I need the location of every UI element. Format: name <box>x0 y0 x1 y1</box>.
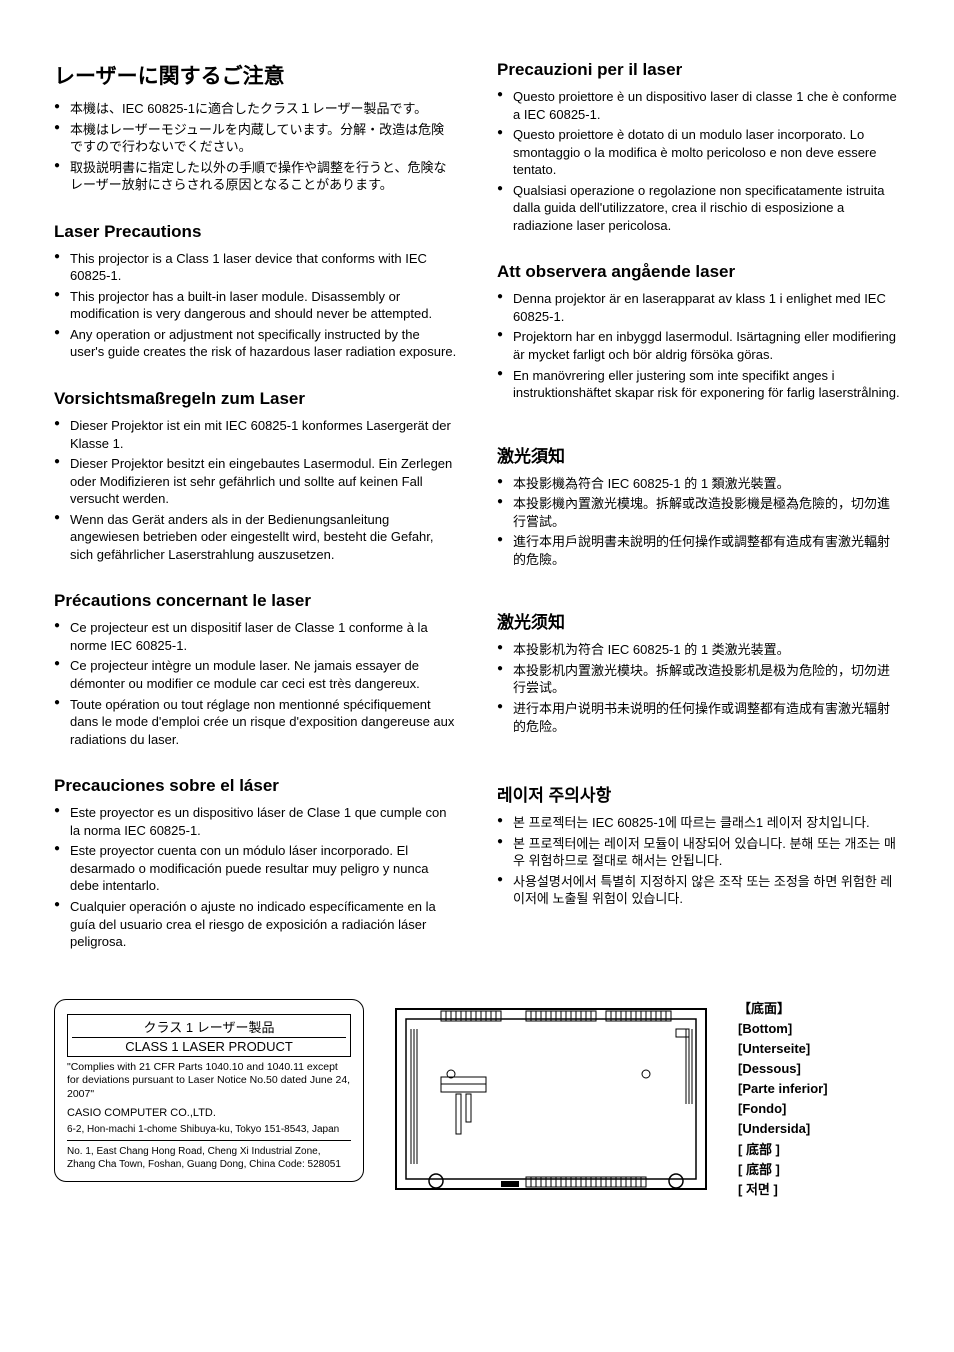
side-label: [Unterseite] <box>738 1039 828 1059</box>
list-item: 進行本用戶說明書未說明的任何操作或調整都有造成有害激光輻射的危險。 <box>497 533 900 568</box>
list-item: 本機は、IEC 60825-1に適合したクラス１レーザー製品です。 <box>54 100 457 118</box>
list-item: Any operation or adjustment not specific… <box>54 326 457 361</box>
section-es: Precauciones sobre el láser Este proyect… <box>54 776 457 950</box>
heading-it: Precauzioni per il laser <box>497 60 900 80</box>
list-item: 본 프로젝터는 IEC 60825-1에 따르는 클래스1 레이저 장치입니다. <box>497 814 900 832</box>
list-item: Qualsiasi operazione o regolazione non s… <box>497 182 900 235</box>
list-item: 取扱説明書に指定した以外の手順で操作や調整を行うと、危険なレーザー放射にさらされ… <box>54 159 457 194</box>
side-labels: 【底面】 [Bottom] [Unterseite] [Dessous] [Pa… <box>738 999 828 1200</box>
list-item: Questo proiettore è dotato di un modulo … <box>497 126 900 179</box>
label-divider <box>67 1140 351 1141</box>
heading-en: Laser Precautions <box>54 222 457 242</box>
list-ko: 본 프로젝터는 IEC 60825-1에 따르는 클래스1 레이저 장치입니다.… <box>497 814 900 908</box>
heading-zhcn: 激光须知 <box>497 608 900 633</box>
bottom-diagram <box>386 999 726 1199</box>
list-item: This projector is a Class 1 laser device… <box>54 250 457 285</box>
list-sv: Denna projektor är en laserapparat av kl… <box>497 290 900 401</box>
list-item: Dieser Projektor ist ein mit IEC 60825-1… <box>54 417 457 452</box>
list-item: Ce projecteur est un dispositif laser de… <box>54 619 457 654</box>
label-address-1: 6-2, Hon-machi 1-chome Shibuya-ku, Tokyo… <box>67 1123 351 1136</box>
side-label: [Dessous] <box>738 1059 828 1079</box>
label-product-class: クラス 1 レーザー製品 CLASS 1 LASER PRODUCT <box>67 1014 351 1057</box>
heading-de: Vorsichtsmaßregeln zum Laser <box>54 389 457 409</box>
label-company: CASIO COMPUTER CO.,LTD. <box>67 1106 351 1120</box>
heading-fr: Précautions concernant le laser <box>54 591 457 611</box>
list-item: Dieser Projektor besitzt ein eingebautes… <box>54 455 457 508</box>
list-item: 本投影機為符合 IEC 60825-1 的 1 類激光裝置。 <box>497 475 900 493</box>
compliance-label: クラス 1 レーザー製品 CLASS 1 LASER PRODUCT "Comp… <box>54 999 364 1182</box>
section-zhtw: 激光須知 本投影機為符合 IEC 60825-1 的 1 類激光裝置。 本投影機… <box>497 442 900 569</box>
list-jp: 本機は、IEC 60825-1に適合したクラス１レーザー製品です。 本機はレーザ… <box>54 100 457 194</box>
heading-ko: 레이저 주의사항 <box>497 781 900 806</box>
list-item: Projektorn har en inbyggd lasermodul. Is… <box>497 328 900 363</box>
list-item: 本投影机为符合 IEC 60825-1 的 1 类激光装置。 <box>497 641 900 659</box>
diagram-wrap: 【底面】 [Bottom] [Unterseite] [Dessous] [Pa… <box>386 999 900 1200</box>
list-item: Wenn das Gerät anders als in der Bedienu… <box>54 511 457 564</box>
section-sv: Att observera angående laser Denna proje… <box>497 262 900 401</box>
list-es: Este proyector es un dispositivo láser d… <box>54 804 457 950</box>
section-fr: Précautions concernant le laser Ce proje… <box>54 591 457 748</box>
side-label: [Undersida] <box>738 1119 828 1139</box>
list-item: 본 프로젝터에는 레이저 모듈이 내장되어 있습니다. 분해 또는 개조는 매우… <box>497 835 900 870</box>
section-jp: レーザーに関するご注意 本機は、IEC 60825-1に適合したクラス１レーザー… <box>54 60 457 194</box>
section-de: Vorsichtsmaßregeln zum Laser Dieser Proj… <box>54 389 457 563</box>
list-zhcn: 本投影机为符合 IEC 60825-1 的 1 类激光装置。 本投影机内置激光模… <box>497 641 900 735</box>
list-item: Toute opération ou tout réglage non ment… <box>54 696 457 749</box>
side-label: [ 底部 ] <box>738 1140 828 1160</box>
side-label: [Fondo] <box>738 1099 828 1119</box>
label-cfr-text: "Complies with 21 CFR Parts 1040.10 and … <box>67 1061 351 1102</box>
content-columns: レーザーに関するご注意 本機は、IEC 60825-1に適合したクラス１レーザー… <box>54 60 900 979</box>
section-zhcn: 激光须知 本投影机为符合 IEC 60825-1 的 1 类激光装置。 本投影机… <box>497 608 900 735</box>
side-label: [ 底部 ] <box>738 1160 828 1180</box>
section-en: Laser Precautions This projector is a Cl… <box>54 222 457 361</box>
section-it: Precauzioni per il laser Questo proietto… <box>497 60 900 234</box>
list-item: 进行本用户说明书未说明的任何操作或调整都有造成有害激光辐射的危险。 <box>497 700 900 735</box>
list-zhtw: 本投影機為符合 IEC 60825-1 的 1 類激光裝置。 本投影機內置激光模… <box>497 475 900 569</box>
heading-jp: レーザーに関するご注意 <box>54 60 457 90</box>
list-item: 本投影机内置激光模块。拆解或改造投影机是极为危险的，切勿进行尝试。 <box>497 662 900 697</box>
list-it: Questo proiettore è un dispositivo laser… <box>497 88 900 234</box>
side-label: 【底面】 <box>738 999 828 1019</box>
list-item: Denna projektor är en laserapparat av kl… <box>497 290 900 325</box>
list-item: Este proyector es un dispositivo láser d… <box>54 804 457 839</box>
section-ko: 레이저 주의사항 본 프로젝터는 IEC 60825-1에 따르는 클래스1 레… <box>497 781 900 908</box>
label-address-2: No. 1, East Chang Hong Road, Cheng Xi In… <box>67 1145 351 1171</box>
label-class-en: CLASS 1 LASER PRODUCT <box>72 1039 346 1054</box>
heading-sv: Att observera angående laser <box>497 262 900 282</box>
list-de: Dieser Projektor ist ein mit IEC 60825-1… <box>54 417 457 563</box>
bottom-row: クラス 1 レーザー製品 CLASS 1 LASER PRODUCT "Comp… <box>54 999 900 1200</box>
heading-zhtw: 激光須知 <box>497 442 900 467</box>
list-item: 本機はレーザーモジュールを内蔵しています。分解・改造は危険ですので行わないでくだ… <box>54 121 457 156</box>
list-item: This projector has a built-in laser modu… <box>54 288 457 323</box>
left-column: レーザーに関するご注意 本機は、IEC 60825-1に適合したクラス１レーザー… <box>54 60 457 979</box>
side-label: [Parte inferior] <box>738 1079 828 1099</box>
list-item: En manövrering eller justering som inte … <box>497 367 900 402</box>
list-en: This projector is a Class 1 laser device… <box>54 250 457 361</box>
list-item: 사용설명서에서 특별히 지정하지 않은 조작 또는 조정을 하면 위험한 레이저… <box>497 873 900 908</box>
list-item: Ce projecteur intègre un module laser. N… <box>54 657 457 692</box>
heading-es: Precauciones sobre el láser <box>54 776 457 796</box>
list-item: Questo proiettore è un dispositivo laser… <box>497 88 900 123</box>
list-item: Este proyector cuenta con un módulo láse… <box>54 842 457 895</box>
side-label: [Bottom] <box>738 1019 828 1039</box>
right-column: Precauzioni per il laser Questo proietto… <box>497 60 900 979</box>
side-label: [ 저면 ] <box>738 1180 828 1200</box>
label-class-jp: クラス 1 レーザー製品 <box>72 1017 346 1038</box>
list-item: Cualquier operación o ajuste no indicado… <box>54 898 457 951</box>
list-fr: Ce projecteur est un dispositif laser de… <box>54 619 457 748</box>
list-item: 本投影機內置激光模塊。拆解或改造投影機是極為危險的，切勿進行嘗試。 <box>497 495 900 530</box>
